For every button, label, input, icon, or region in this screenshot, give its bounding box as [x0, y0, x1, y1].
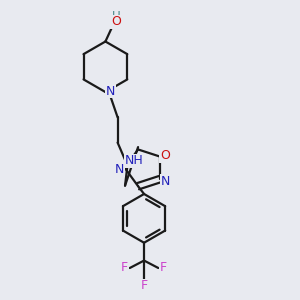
- Text: N: N: [160, 175, 170, 188]
- Text: NH: NH: [124, 154, 143, 167]
- Text: F: F: [160, 262, 167, 275]
- Text: F: F: [121, 262, 128, 275]
- Text: O: O: [111, 15, 121, 28]
- Text: N: N: [115, 163, 124, 176]
- Text: H: H: [111, 10, 120, 23]
- Text: F: F: [140, 279, 148, 292]
- Text: O: O: [160, 149, 170, 162]
- Text: N: N: [106, 85, 115, 98]
